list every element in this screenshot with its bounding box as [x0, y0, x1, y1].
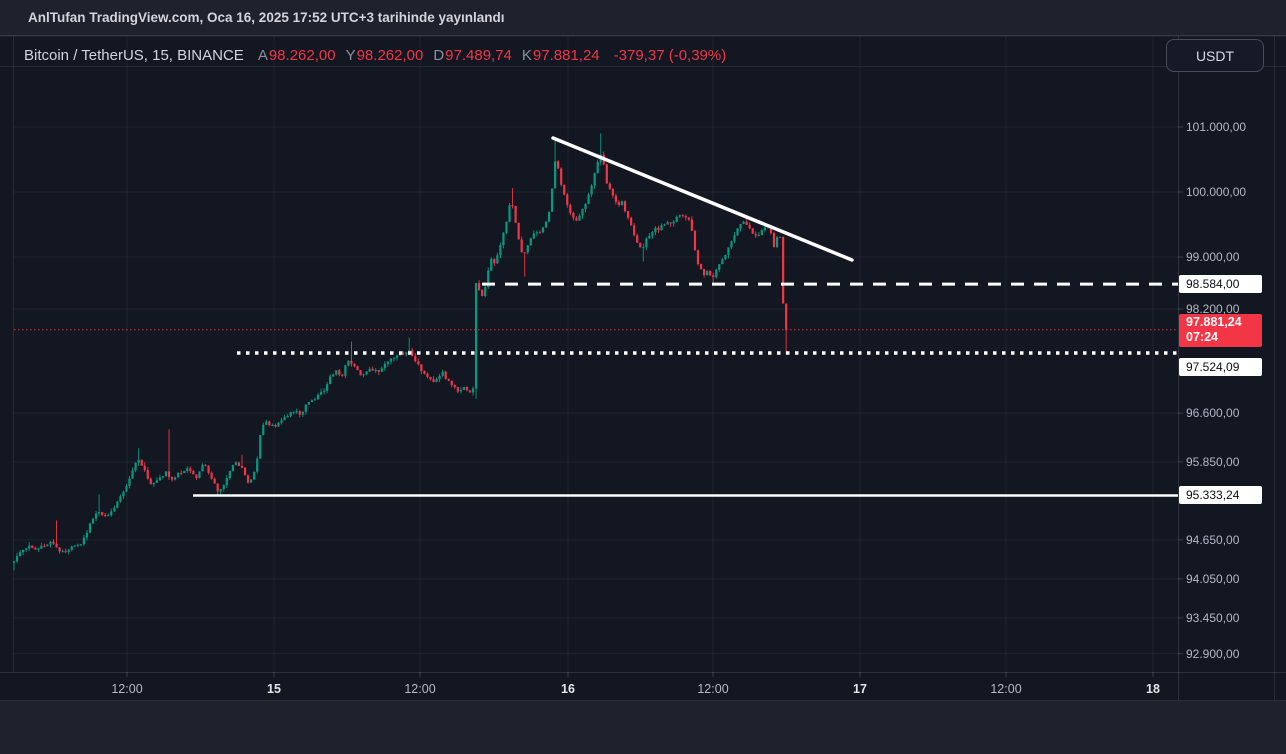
symbol-title[interactable]: Bitcoin / TetherUS, 15, BINANCE: [24, 46, 244, 64]
y-axis-label: 94.050,00: [1186, 571, 1240, 586]
ohlc-values: A98.262,00 Y98.262,00 D97.489,74 K97.881,24: [258, 47, 600, 64]
ohlc-pair: A98.262,00: [257, 46, 336, 64]
last-price-badge: 97.881,24 07:24: [1179, 313, 1262, 347]
y-axis-label: 101.000,00: [1186, 120, 1247, 134]
descending-trendline[interactable]: [551, 136, 854, 262]
y-axis-label: 100.000,00: [1186, 185, 1247, 200]
y-axis-label: 98.200,00: [1186, 302, 1240, 317]
last-price-value: 97.881,24: [1186, 314, 1242, 329]
bar-countdown: 07:24: [1186, 330, 1218, 345]
y-axis-label: 95.850,00: [1186, 454, 1240, 469]
y-axis-label: 93.450,00: [1186, 610, 1240, 625]
publisher-text: AnlTufan TradingView.com, Oca 16, 2025 1…: [28, 10, 505, 25]
x-axis-label: 18: [1146, 682, 1160, 696]
candles-layer: [12, 133, 788, 571]
ohlc-pair: D97.489,74: [433, 46, 512, 64]
price-level-badge: 95.333,24: [1179, 486, 1262, 505]
publisher-bar: AnlTufan TradingView.com, Oca 16, 2025 1…: [0, 0, 1286, 36]
currency-toggle-label: USDT: [1195, 47, 1235, 64]
ohlc-pair: K97.881,24: [521, 46, 600, 64]
change-value: -379,37 (-0,39%): [613, 46, 727, 64]
x-axis-label: 12:00: [697, 682, 729, 696]
y-axis-label: 92.900,00: [1186, 646, 1240, 661]
price-level-badge: 97.524,09: [1179, 358, 1262, 376]
currency-toggle-button[interactable]: USDT: [1166, 39, 1264, 72]
ohlc-pair: Y98.262,00: [345, 46, 424, 64]
x-axis-label: 17: [853, 682, 867, 696]
y-axis-label: 96.600,00: [1186, 406, 1240, 421]
x-axis-label: 12:00: [111, 682, 143, 696]
bottom-strip: TradingView: [0, 700, 1286, 754]
x-axis-label: 12:00: [404, 682, 436, 696]
y-axis-label: 94.650,00: [1186, 532, 1240, 547]
x-axis-label: 12:00: [990, 682, 1022, 696]
price-level-badge: 98.584,00: [1179, 275, 1262, 294]
chart-widget-surface[interactable]: [0, 37, 1286, 700]
x-axis-label: 16: [561, 682, 575, 696]
x-axis-label: 15: [267, 682, 281, 696]
y-axis-label: 99.000,00: [1186, 250, 1240, 265]
pane-borders: [0, 36, 1286, 701]
symbol-header: Bitcoin / TetherUS, 15, BINANCE A98.262,…: [24, 44, 726, 66]
